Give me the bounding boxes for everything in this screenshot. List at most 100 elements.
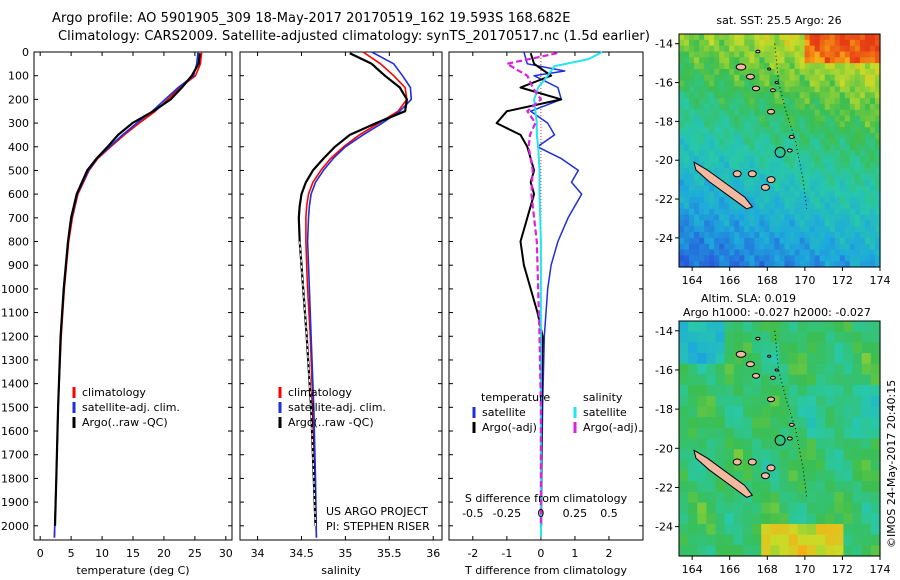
map-cell xyxy=(709,115,715,122)
map-cell xyxy=(697,331,708,343)
map-cell xyxy=(779,121,786,128)
map-cell xyxy=(819,127,826,134)
map-cell xyxy=(859,237,866,245)
map-cell xyxy=(854,167,861,175)
map-cell xyxy=(799,138,806,146)
map-cell xyxy=(819,144,826,152)
map-cell xyxy=(770,502,781,514)
map-cell xyxy=(806,385,817,397)
map-cell xyxy=(824,185,831,192)
map-cell xyxy=(729,98,735,105)
map-cell xyxy=(844,197,851,204)
map-cell xyxy=(764,243,771,251)
map-cell xyxy=(843,513,854,525)
map-cell xyxy=(829,191,836,198)
map-cell xyxy=(794,121,801,128)
map-cell xyxy=(779,470,790,482)
map-cell xyxy=(689,121,695,128)
map-cell xyxy=(706,470,717,482)
map-cell xyxy=(697,491,708,504)
map-cell xyxy=(719,243,725,251)
map-cell xyxy=(724,417,735,429)
map-cell xyxy=(859,255,866,262)
map-cell xyxy=(809,45,816,53)
map-cell xyxy=(829,80,836,88)
map-cell xyxy=(744,115,750,122)
legend-label-sat: satellite-adj. clim. xyxy=(288,401,386,414)
map-cell xyxy=(769,220,776,227)
map-cell xyxy=(799,261,806,268)
map-cell xyxy=(734,214,740,221)
map-cell xyxy=(849,68,856,76)
map-cell xyxy=(724,45,730,53)
map-cell xyxy=(694,57,700,64)
map-cell xyxy=(834,243,841,251)
map-cell xyxy=(789,109,796,117)
map-cell xyxy=(724,214,730,221)
map-cell xyxy=(804,51,811,58)
map-cell xyxy=(689,74,695,82)
depth-tick-label: 800 xyxy=(8,236,29,249)
map-cell xyxy=(709,202,715,210)
map-cell xyxy=(679,214,685,221)
map-cell xyxy=(825,321,835,333)
map-cell xyxy=(764,34,771,41)
map-cell xyxy=(769,68,776,76)
map-cell xyxy=(779,374,790,386)
map-cell xyxy=(784,237,791,245)
map-cell xyxy=(744,133,750,140)
map-cell xyxy=(689,103,695,111)
map-cell xyxy=(806,342,817,354)
legend-label-argo_s: Argo(-adj) xyxy=(583,421,638,434)
map-cell xyxy=(874,98,881,105)
map-cell xyxy=(797,502,808,514)
map-cell xyxy=(779,115,786,122)
map-cell xyxy=(694,133,700,140)
map-cell xyxy=(769,121,776,128)
map-cell xyxy=(844,167,851,175)
map-cell xyxy=(814,208,821,216)
map-cell xyxy=(859,173,866,181)
map-cell xyxy=(715,502,726,514)
map-cell xyxy=(679,133,685,140)
map-cell xyxy=(797,438,808,450)
map-cell xyxy=(844,115,851,122)
map-cell xyxy=(861,438,872,450)
map-cell xyxy=(874,109,881,117)
map-cell xyxy=(824,74,831,82)
map-cell xyxy=(864,92,871,99)
map-cell xyxy=(819,232,826,239)
map-cell xyxy=(729,237,735,245)
map-cell xyxy=(749,34,755,41)
map-cell xyxy=(869,80,876,88)
map-cell xyxy=(694,144,700,152)
map-cell xyxy=(829,39,836,47)
map-cell xyxy=(724,68,730,76)
map-cell xyxy=(739,249,745,256)
map-cell xyxy=(679,185,685,192)
map-cell xyxy=(834,417,845,429)
map-cell xyxy=(788,534,799,546)
map-cell xyxy=(764,68,771,76)
map-cell xyxy=(759,80,766,88)
map-cell xyxy=(834,167,841,175)
map-cell xyxy=(719,103,725,111)
map-cell xyxy=(870,470,881,482)
map-cell xyxy=(864,150,871,157)
map-cell xyxy=(809,202,816,210)
map-cell xyxy=(679,202,685,210)
map-cell xyxy=(699,255,705,262)
map-cell xyxy=(699,173,705,181)
map-cell xyxy=(684,220,690,227)
map-cell xyxy=(814,197,821,204)
map-cell xyxy=(715,491,726,504)
map-cell xyxy=(825,534,835,546)
map-cell xyxy=(861,523,872,536)
map-cell xyxy=(697,502,708,514)
map-cell xyxy=(734,98,740,105)
map-cell xyxy=(869,226,876,233)
map-cell xyxy=(769,167,776,175)
map-cell xyxy=(844,202,851,210)
map-cell xyxy=(816,502,826,514)
map-cell xyxy=(852,513,863,525)
